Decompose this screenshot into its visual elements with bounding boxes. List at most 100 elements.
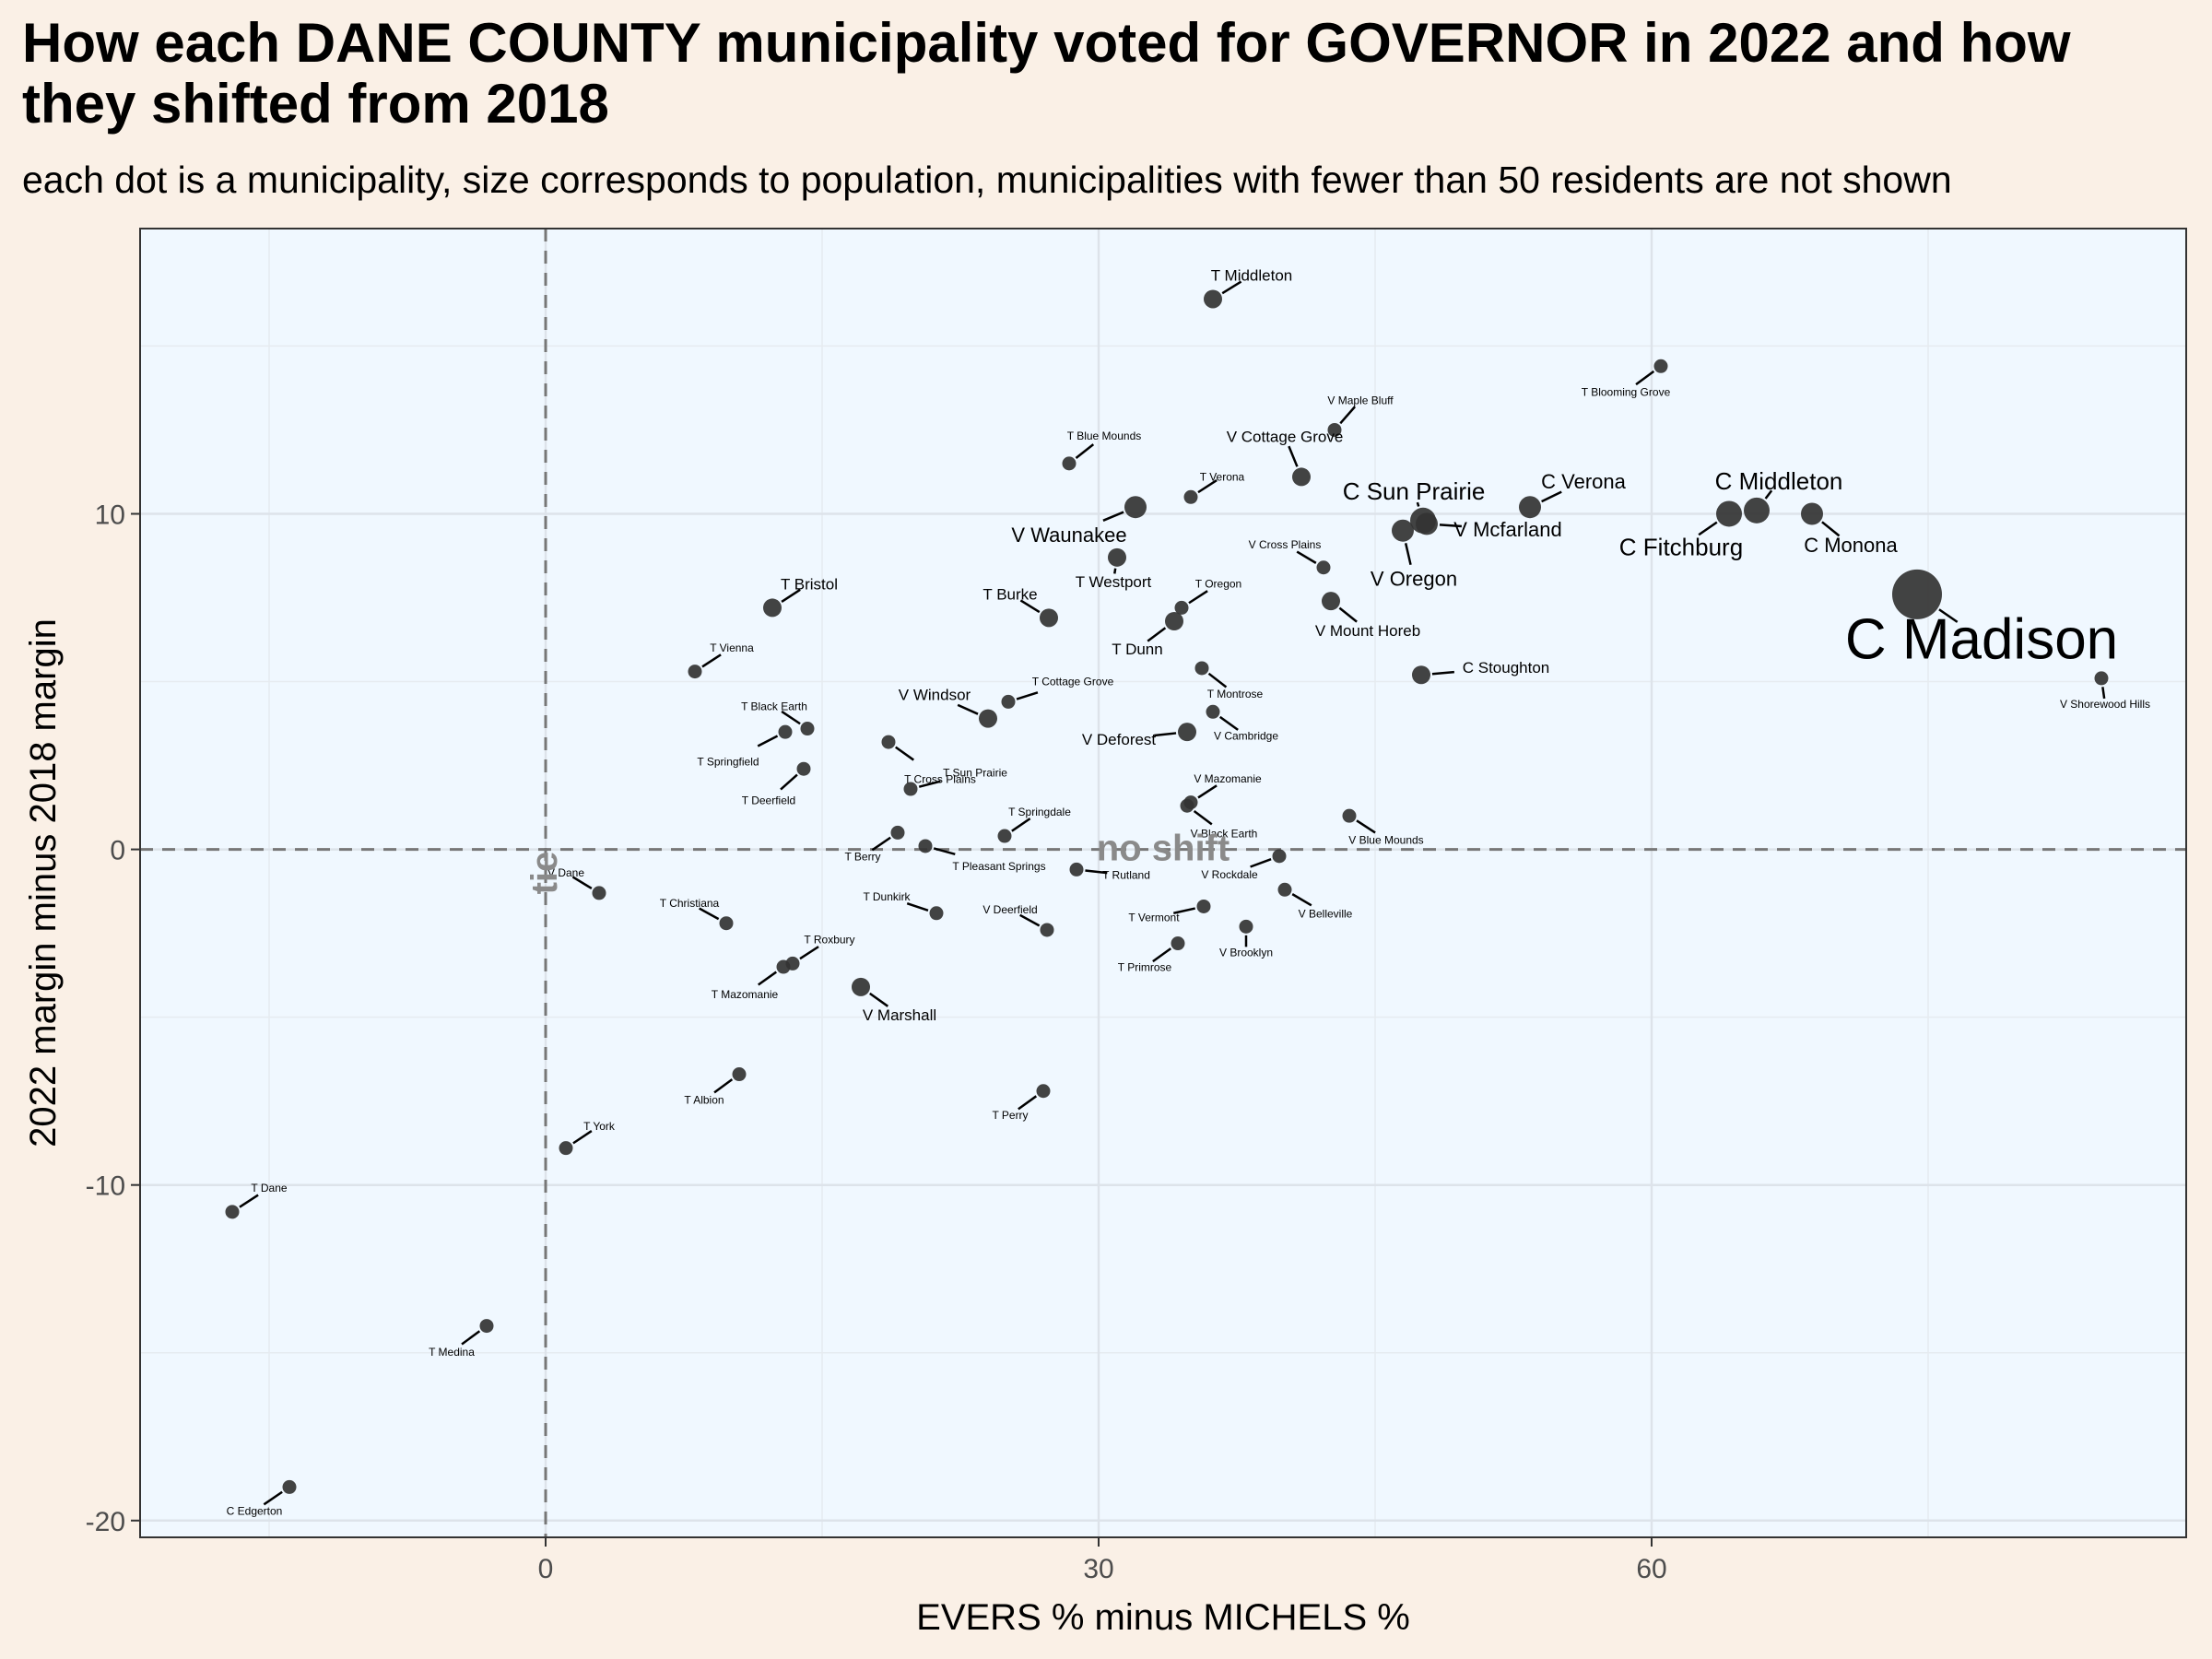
leader-t-perry xyxy=(1018,1095,1038,1111)
leader-v-belleville xyxy=(1291,893,1312,907)
leader-t-dunkirk xyxy=(906,901,929,912)
leader-t-dunn xyxy=(1147,627,1167,642)
leader-v-black-earth xyxy=(1193,809,1213,826)
point-t-blooming-grove xyxy=(1653,359,1668,373)
plot-panel xyxy=(140,229,2186,1537)
label-c-monona: C Monona xyxy=(1804,534,1898,557)
point-c-madison xyxy=(1892,569,1942,619)
label-t-cottage-grove: T Cottage Grove xyxy=(1032,676,1114,688)
point-v-deerfield xyxy=(1040,923,1054,937)
label-t-montrose: T Montrose xyxy=(1207,688,1264,700)
leader-v-dane xyxy=(571,876,593,890)
point-t-cottage-grove xyxy=(1001,694,1016,709)
point-t-blue-mounds xyxy=(1062,456,1077,471)
leader-t-westport xyxy=(1113,568,1117,574)
label-v-deforest: V Deforest xyxy=(1082,731,1157,748)
point-t-perry xyxy=(1036,1084,1051,1099)
leader-v-deerfield xyxy=(1019,913,1041,927)
point-t-vermont xyxy=(1196,899,1211,913)
point-v-oregon xyxy=(1392,519,1414,542)
label-t-dunkirk: T Dunkirk xyxy=(863,890,911,903)
leader-t-vermont xyxy=(1173,907,1195,914)
leader-v-rockdale xyxy=(1250,857,1272,868)
label-c-verona: C Verona xyxy=(1541,470,1626,493)
point-c-verona xyxy=(1519,496,1541,519)
label-t-albion: T Albion xyxy=(684,1094,724,1107)
point-v-mcfarland xyxy=(1416,512,1438,535)
label-v-brooklyn: V Brooklyn xyxy=(1219,947,1273,959)
label-t-sun-prairie: T Sun Prairie xyxy=(943,766,1007,779)
leader-v-blue-mounds xyxy=(1356,819,1376,834)
point-c-middleton xyxy=(1744,497,1770,524)
label-t-medina: T Medina xyxy=(429,1346,475,1359)
point-v-belleville xyxy=(1277,882,1292,897)
point-t-primrose xyxy=(1171,936,1185,951)
leader-t-blue-mounds xyxy=(1075,443,1095,459)
point-c-stoughton xyxy=(1412,665,1430,685)
point-v-cross-plains xyxy=(1316,560,1331,575)
point-v-black-earth xyxy=(1180,798,1194,813)
plot-border xyxy=(139,228,2187,1538)
point-t-dunn xyxy=(1165,612,1183,630)
label-c-sun-prairie: C Sun Prairie xyxy=(1343,477,1486,505)
reference-lines xyxy=(140,229,2186,1537)
leader-v-mazomanie xyxy=(1197,784,1218,799)
label-v-shorewood-hills: V Shorewood Hills xyxy=(2060,698,2150,711)
label-c-madison: C Madison xyxy=(1845,608,2118,672)
point-labels: C Madison C Sun Prairie C Fitchburg C Middl… xyxy=(227,266,2150,1517)
label-t-blooming-grove: T Blooming Grove xyxy=(1582,385,1671,398)
leader-v-shorewood-hills xyxy=(2101,687,2106,700)
leader-v-mount-horeb xyxy=(1338,606,1358,623)
label-v-black-earth: V Black Earth xyxy=(1191,827,1258,840)
label-t-bristol: T Bristol xyxy=(781,575,838,593)
leader-t-springdale xyxy=(1011,818,1031,832)
leader-v-waunakee xyxy=(1102,511,1124,522)
point-v-windsor xyxy=(979,709,997,728)
label-t-york: T York xyxy=(583,1120,616,1133)
point-t-middleton xyxy=(1204,289,1222,309)
label-v-cross-plains: V Cross Plains xyxy=(1249,538,1322,551)
leader-t-black-earth xyxy=(781,710,801,725)
label-v-windsor: V Windsor xyxy=(899,687,971,704)
point-v-maple-bluff xyxy=(1327,422,1342,437)
point-t-montrose xyxy=(1194,661,1209,676)
label-v-belleville: V Belleville xyxy=(1299,907,1353,920)
leader-t-springfield xyxy=(757,735,779,747)
x-axis-label: EVERS % minus MICHELS % xyxy=(916,1597,1410,1638)
label-v-waunakee: V Waunakee xyxy=(1011,524,1126,547)
axis-ticks: 0 30 60 -20 -10 0 10 xyxy=(86,500,1667,1584)
point-t-springfield xyxy=(778,724,793,739)
annotation-text: no shift xyxy=(1097,829,1230,869)
label-v-mount-horeb: V Mount Horeb xyxy=(1315,622,1420,640)
label-t-black-earth: T Black Earth xyxy=(741,700,807,713)
point-v-dane xyxy=(592,886,606,900)
leader-t-berry xyxy=(871,836,891,852)
leader-t-oregon xyxy=(1188,590,1208,605)
leader-t-primrose xyxy=(1152,947,1172,963)
label-v-oregon: V Oregon xyxy=(1371,567,1457,590)
label-v-deerfield: V Deerfield xyxy=(982,903,1037,916)
leader-t-blooming-grove xyxy=(1635,370,1655,386)
label-t-primrose: T Primrose xyxy=(1118,961,1172,974)
point-t-bristol xyxy=(763,598,782,618)
leader-t-cottage-grove xyxy=(1016,691,1039,700)
y-axis-label: 2022 margin minus 2018 margin xyxy=(23,618,64,1147)
point-t-york xyxy=(559,1141,573,1156)
x-tick-label: 60 xyxy=(1636,1554,1666,1584)
leader-t-pleasant-springs xyxy=(933,847,956,856)
point-v-waunakee xyxy=(1124,496,1147,519)
point-t-pleasant-springs xyxy=(918,839,933,853)
label-t-oregon: T Oregon xyxy=(1195,578,1241,591)
leader-v-maple-bluff xyxy=(1339,406,1357,425)
label-v-blue-mounds: V Blue Mounds xyxy=(1348,833,1423,846)
label-t-roxbury: T Roxbury xyxy=(804,934,854,947)
point-v-cambridge xyxy=(1206,704,1220,719)
label-t-vienna: T Vienna xyxy=(710,641,754,654)
annotation-text: tie xyxy=(524,852,565,895)
label-t-dane: T Dane xyxy=(251,1182,287,1194)
label-t-springfield: T Springfield xyxy=(697,755,759,768)
label-t-burke: T Burke xyxy=(982,585,1037,603)
label-v-mazomanie: V Mazomanie xyxy=(1194,772,1262,785)
leader-t-york xyxy=(572,1130,593,1145)
